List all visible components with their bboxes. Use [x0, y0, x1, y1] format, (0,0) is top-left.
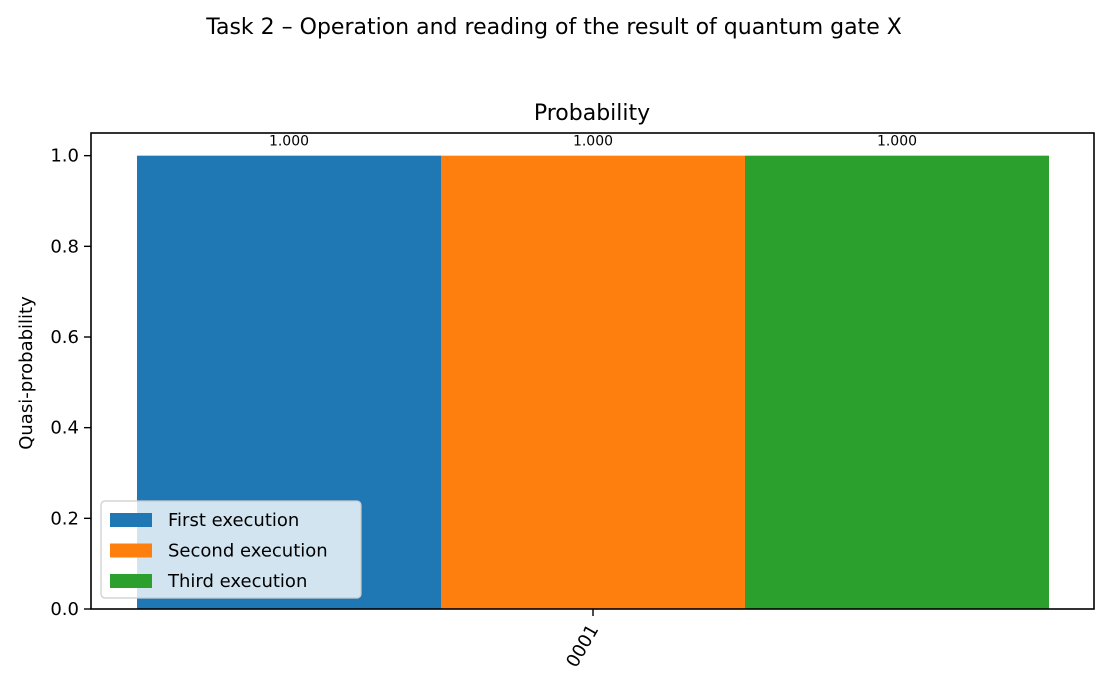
y-tick-label: 1.0 — [50, 146, 79, 167]
bar-value-labels: 1.000 1.000 1.000 — [269, 134, 917, 150]
legend-swatch-3 — [110, 574, 152, 588]
y-axis-label: Quasi-probability — [16, 296, 37, 450]
y-tick-label: 0.8 — [50, 236, 79, 257]
figure-suptitle: Task 2 – Operation and reading of the re… — [205, 15, 902, 40]
bar-value-label-1: 1.000 — [269, 134, 309, 150]
chart-title: Probability — [534, 101, 650, 126]
y-tick-label: 0.6 — [50, 327, 79, 348]
bar-3 — [745, 155, 1049, 609]
bar-2 — [441, 155, 745, 609]
legend: First execution Second execution Third exe… — [100, 500, 362, 599]
bar-value-label-3: 1.000 — [877, 134, 917, 150]
y-tick-label: 0.0 — [50, 599, 79, 620]
legend-label-1: First execution — [168, 510, 299, 531]
y-axis: 0.0 0.2 0.4 0.6 0.8 1.0 — [50, 146, 91, 620]
bars — [137, 155, 1049, 609]
legend-box — [100, 500, 362, 599]
legend-label-2: Second execution — [168, 541, 328, 562]
legend-swatch-2 — [110, 543, 152, 558]
plot-area — [90, 132, 1095, 610]
y-tick-label: 0.2 — [50, 508, 79, 529]
legend-label-3: Third execution — [167, 571, 307, 592]
x-tick-label: 0001 — [562, 621, 603, 671]
x-axis: 0001 — [562, 609, 603, 671]
bar-value-label-2: 1.000 — [573, 134, 613, 150]
legend-swatch-1 — [110, 513, 152, 527]
y-tick-label: 0.4 — [50, 418, 79, 439]
